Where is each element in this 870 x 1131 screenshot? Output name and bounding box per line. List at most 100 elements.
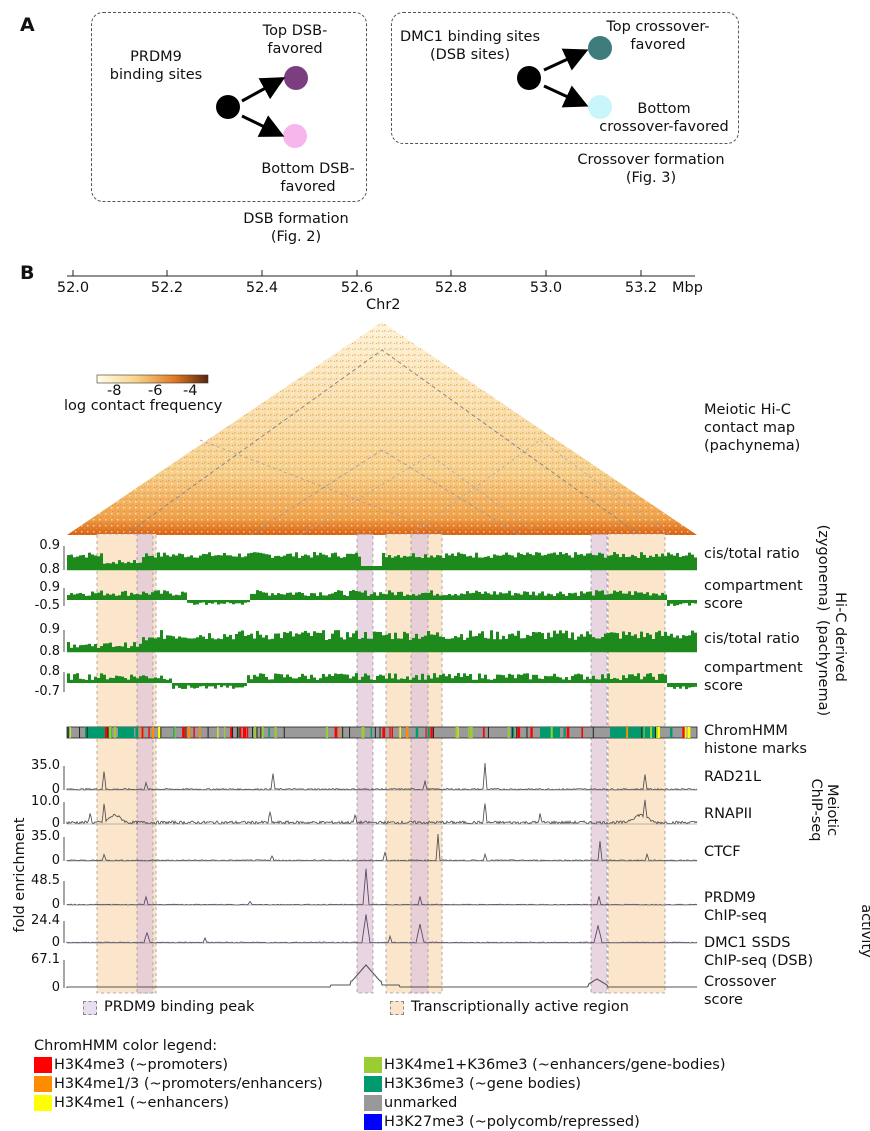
signal-bar [289, 631, 292, 652]
signal-bar [241, 600, 244, 605]
signal-bar [346, 595, 349, 600]
signal-bar [601, 674, 604, 683]
signal-bar [265, 592, 268, 600]
signal-bar [220, 639, 223, 652]
chromhmm-segment [238, 727, 242, 738]
signal-bar [691, 630, 694, 652]
signal-bar [271, 557, 274, 570]
signal-bar [466, 591, 469, 600]
signal-bar [427, 675, 430, 683]
signal-bar [349, 637, 352, 652]
signal-bar [616, 591, 619, 600]
signal-bar [694, 632, 697, 652]
signal-bar [310, 593, 313, 600]
signal-bar [673, 683, 676, 689]
signal-bar [256, 590, 259, 600]
chromhmm-segment [511, 727, 515, 738]
signal-bar [214, 639, 217, 652]
signal-bar [466, 637, 469, 652]
chromhmm-segment [174, 727, 176, 738]
signal-bar [556, 633, 559, 652]
dmc1-binding-sites-label: DMC1 binding sites (DSB sites) [399, 29, 541, 63]
signal-bar [580, 674, 583, 683]
signal-bar [667, 683, 670, 687]
signal-bar [319, 592, 322, 600]
signal-bar [106, 563, 109, 570]
signal-bar [391, 557, 394, 570]
chromhmm-segment [374, 727, 376, 738]
signal-bar [655, 679, 658, 683]
chromhmm-label: ChromHMM histone marks [704, 723, 807, 757]
signal-bar [136, 563, 139, 570]
signal-bar [187, 556, 190, 570]
signal-bar [295, 678, 298, 683]
signal-bar [604, 678, 607, 683]
signal-bar [400, 638, 403, 652]
signal-bar [412, 553, 415, 570]
signal-bar [100, 553, 103, 570]
signal-bar [289, 676, 292, 683]
y-axis-min: 0 [51, 816, 60, 831]
signal-bar [193, 557, 196, 570]
signal-bar [307, 555, 310, 570]
hic-derived-group-label: Hi-C derived [832, 592, 848, 682]
signal-bar [223, 600, 226, 604]
signal-bar [373, 566, 376, 570]
signal-bar [652, 556, 655, 570]
signal-bar [496, 594, 499, 600]
signal-bar [610, 593, 613, 600]
signal-bar [85, 595, 88, 600]
signal-bar [607, 594, 610, 600]
signal-bar [70, 554, 73, 570]
chromhmm-segment [487, 727, 489, 738]
signal-bar [418, 594, 421, 600]
signal-bar [403, 678, 406, 683]
axis-tick-label: 52.2 [150, 280, 184, 296]
compartment-pach-label: compartment score [704, 660, 803, 694]
signal-bar [280, 594, 283, 600]
signal-bar [685, 555, 688, 570]
signal-bar [541, 678, 544, 683]
signal-bar [325, 595, 328, 600]
signal-bar [385, 557, 388, 570]
signal-bar [514, 635, 517, 652]
signal-bar [376, 675, 379, 683]
signal-bar [469, 674, 472, 683]
chromhmm-segment [469, 727, 473, 738]
signal-bar [118, 595, 121, 600]
signal-bar [232, 683, 235, 689]
signal-bar [154, 557, 157, 570]
signal-bar [223, 683, 226, 686]
signal-bar [484, 556, 487, 570]
y-axis-max: 48.5 [31, 873, 60, 888]
signal-bar [280, 556, 283, 570]
signal-bar [439, 674, 442, 683]
signal-bar [388, 633, 391, 652]
signal-bar [223, 634, 226, 652]
signal-bar [109, 642, 112, 652]
active-region-legend: Transcriptionally active region [411, 999, 629, 1015]
signal-bar [472, 679, 475, 683]
signal-bar [538, 593, 541, 600]
signal-bar [88, 643, 91, 652]
signal-bar [676, 635, 679, 652]
signal-bar [679, 600, 682, 605]
signal-bar [622, 675, 625, 683]
signal-bar [526, 673, 529, 683]
signal-bar [634, 634, 637, 652]
signal-bar [640, 679, 643, 683]
signal-bar [625, 556, 628, 570]
signal-bar [541, 591, 544, 600]
chromhmm-legend-label: H3K4me1 (~enhancers) [54, 1095, 229, 1111]
signal-bar [460, 553, 463, 570]
signal-bar [514, 593, 517, 600]
chromhmm-segment [626, 727, 629, 738]
signal-bar [70, 647, 73, 652]
chromhmm-segment [657, 727, 660, 738]
signal-bar [229, 600, 232, 604]
signal-line [66, 833, 698, 862]
signal-line [66, 964, 697, 988]
chromhmm-segment [563, 727, 566, 738]
signal-bar [592, 595, 595, 600]
arrow-to-top-dsb [241, 77, 286, 103]
